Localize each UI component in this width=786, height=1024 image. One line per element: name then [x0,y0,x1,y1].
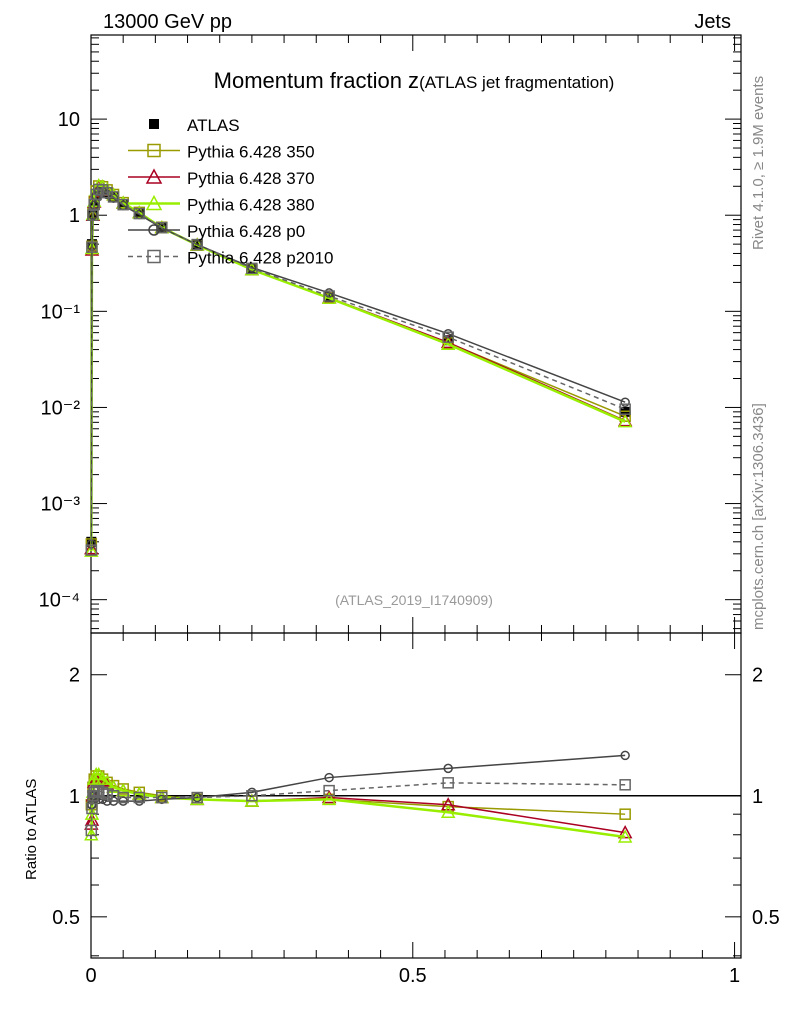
series-point [84,543,99,557]
series-point [619,403,631,415]
x-tick-label: 1 [729,965,740,987]
ratio-series-point [189,791,205,806]
ratio-tick-label-right: 1 [752,786,763,808]
title-main: Momentum fraction z [214,68,419,93]
y-tick-label: 10⁻² [41,397,81,419]
x-tick-label: 0 [85,965,96,987]
mcplots-label: mcplots.cern.ch [arXiv:1306.3436] [750,403,767,630]
ratio-series-point [323,784,335,797]
x-tick-label: 0.5 [399,965,427,987]
ratio-series-point [321,789,337,804]
header-left: 13000 GeV pp [103,11,232,33]
series-line [90,190,626,544]
ratio-series-point [442,777,454,789]
chart-title: Momentum fraction z(ATLAS jet fragmentat… [214,68,615,93]
main-panel: 10 1 10⁻¹ 10⁻² 10⁻³ 10⁻⁴ [39,34,742,634]
series-point [324,288,334,298]
legend: ATLAS Pythia 6.428 350 Pythia 6.428 370 Pyt… [128,116,334,268]
series-point [323,290,335,302]
legend-label: Pythia 6.428 p2010 [187,249,334,268]
ratio-series-point [617,829,633,843]
y-tick-label: 10 [58,109,80,131]
series-point [442,331,454,343]
ratio-series-line [90,782,626,831]
ratio-series-point [619,779,631,791]
series-point [133,207,146,220]
ratio-series-point [132,786,147,800]
series-point [246,262,258,275]
legend-marker [145,168,163,184]
ratio-series-point [617,825,633,839]
ratio-ylabel: Ratio to ATLAS [23,779,40,880]
series-point [87,209,99,221]
ratio-tick-label: 2 [69,665,80,687]
header-right: Jets [694,11,731,33]
ratio-series-point [117,791,129,804]
ratio-tick-label: 1 [69,786,80,808]
ratio-series-point [84,827,99,841]
series-point [88,210,98,220]
legend-label: Pythia 6.428 370 [187,169,315,188]
ratio-series-point [321,791,337,806]
series-line [90,188,626,551]
y-tick-label: 1 [69,205,80,227]
series-point [156,221,168,234]
series-point [191,238,203,251]
y-tick-label: 10⁻³ [41,494,81,516]
series-point [321,290,337,304]
analysis-watermark: (ATLAS_2019_I1740909) [335,592,493,608]
series-point [85,544,98,556]
ratio-series-point [156,791,168,804]
legend-label: Pythia 6.428 p0 [187,222,305,241]
ratio-series-point [247,787,257,798]
ratio-series-point [92,784,105,797]
legend-marker [147,249,161,264]
ratio-tick-label: 0.5 [52,907,80,929]
y-tick-label: 10⁻⁴ [39,590,80,612]
ratio-series-point [440,797,456,811]
legend-marker [145,194,163,211]
series-line [90,185,626,549]
ratio-series-point [157,794,167,805]
ratio-series-point [619,808,631,820]
ratio-series-point [86,802,98,815]
legend-label: Pythia 6.428 350 [187,143,315,162]
series-line [90,184,626,552]
rivet-label: Rivet 4.1.0, ≥ 1.9M events [750,76,767,250]
series-point [107,191,120,203]
series-point [84,541,99,555]
ratio-series-point [133,791,146,804]
ratio-series-point [85,824,98,837]
ratio-series-point [620,750,630,761]
ratio-tick-label-right: 2 [752,665,763,687]
atlas-data-point [443,335,454,346]
title-sub: (ATLAS jet fragmentation) [419,73,614,92]
ratio-series-point [106,779,121,794]
ratio-series-point [191,791,203,804]
legend-marker-atlas [149,119,159,129]
legend-label: Pythia 6.428 380 [187,196,315,215]
ratio-series-point [101,788,113,800]
ratio-series-point [115,783,131,797]
legend-label-atlas: ATLAS [187,116,240,135]
legend-marker [147,143,161,158]
series-point [86,241,98,253]
ratio-tick-label-right: 0.5 [752,907,780,929]
legend-marker [148,224,160,236]
series-point [620,397,630,407]
ratio-series-line [90,773,626,839]
series-point [192,239,202,250]
ratio-panel: 0 0.5 1 2 2 1 1 0.5 0.5 [52,632,780,987]
ratio-series-point [440,804,456,819]
series-point [617,414,633,428]
ratio-series-point [324,772,334,783]
ratio-series-point [443,763,453,774]
series-line [90,185,626,544]
ratio-series-point [246,790,258,802]
series-point [440,336,456,350]
y-tick-label: 10⁻¹ [41,301,81,323]
